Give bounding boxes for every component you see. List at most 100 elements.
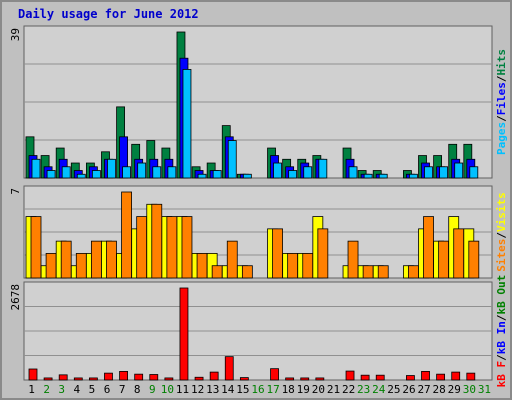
day-label-26: 26 (402, 383, 415, 396)
legend-part: Pages (495, 122, 508, 155)
bar-pages-day-17 (273, 162, 282, 179)
bar-sites-day-19 (302, 253, 314, 279)
legend-mid: Sites/Visits (495, 192, 508, 272)
bar-sites-day-15 (241, 265, 253, 279)
bar-sites-day-18 (287, 253, 299, 279)
bar-kbf-day-1 (28, 368, 38, 381)
legend-part: / (495, 232, 508, 239)
day-label-31: 31 (478, 383, 491, 396)
day-label-9: 9 (149, 383, 156, 396)
bar-sites-day-11 (181, 216, 193, 279)
day-label-20: 20 (312, 383, 325, 396)
bar-kbf-day-14 (224, 356, 234, 381)
bar-sites-day-28 (438, 240, 450, 279)
bar-pages-day-26 (409, 173, 418, 179)
bar-kbf-day-4 (73, 377, 83, 381)
chart-title: Daily usage for June 2012 (18, 7, 199, 21)
day-label-11: 11 (176, 383, 189, 396)
bar-sites-day-17 (272, 228, 283, 279)
bar-sites-day-4 (75, 253, 87, 279)
bar-kbf-day-2 (43, 377, 53, 381)
bar-pages-day-3 (61, 166, 71, 179)
bar-sites-day-24 (377, 265, 389, 279)
bar-pages-day-15 (242, 173, 252, 179)
bar-pages-day-29 (454, 162, 464, 179)
bar-pages-day-6 (107, 158, 116, 179)
bar-pages-day-9 (152, 166, 162, 179)
bar-sites-day-12 (196, 253, 208, 279)
ymax-label-top: 39 (9, 28, 22, 41)
bar-pages-day-7 (122, 166, 131, 179)
day-label-3: 3 (58, 383, 65, 396)
day-label-25: 25 (387, 383, 400, 396)
legend-bot: kB F/kB In/kB Out (495, 275, 508, 388)
bar-sites-day-23 (362, 265, 374, 279)
bar-sites-day-10 (166, 216, 178, 279)
bar-kbf-day-9 (149, 374, 159, 381)
day-label-29: 29 (448, 383, 461, 396)
day-label-5: 5 (89, 383, 96, 396)
bar-kbf-day-11 (179, 287, 189, 381)
bar-kbf-day-5 (88, 377, 98, 381)
day-label-7: 7 (119, 383, 126, 396)
day-label-15: 15 (236, 383, 249, 396)
bar-sites-day-20 (317, 228, 329, 279)
bar-kbf-day-15 (239, 377, 249, 381)
bar-kbf-day-6 (104, 372, 113, 381)
bar-pages-day-8 (137, 162, 147, 179)
bar-pages-day-24 (378, 173, 388, 179)
day-label-16: 16 (251, 383, 264, 396)
bar-pages-day-30 (469, 166, 479, 179)
bar-sites-day-14 (226, 240, 238, 279)
day-label-1: 1 (28, 383, 35, 396)
bar-kbf-day-12 (194, 376, 204, 381)
bar-kbf-day-30 (466, 372, 476, 381)
day-label-19: 19 (297, 383, 310, 396)
day-label-17: 17 (266, 383, 279, 396)
day-label-2: 2 (43, 383, 50, 396)
bar-sites-day-26 (408, 265, 419, 279)
bar-pages-day-11 (182, 69, 192, 179)
bar-kbf-day-22 (345, 370, 355, 381)
bar-pages-day-27 (424, 166, 433, 179)
bar-sites-day-30 (468, 240, 480, 279)
bar-kbf-day-17 (270, 368, 279, 381)
bar-pages-day-18 (288, 170, 298, 179)
bar-sites-day-9 (151, 203, 163, 279)
legend-part: / (495, 354, 508, 361)
legend-part: Hits (495, 49, 508, 76)
bar-kbf-day-24 (375, 374, 385, 381)
bar-kbf-day-3 (58, 374, 68, 381)
bar-sites-day-22 (347, 240, 359, 279)
bar-sites-day-5 (90, 240, 102, 279)
bar-sites-day-13 (211, 265, 223, 279)
bar-kbf-day-29 (451, 371, 461, 381)
legend-part: Files (495, 82, 508, 115)
day-label-6: 6 (104, 383, 111, 396)
bar-kbf-day-27 (421, 371, 430, 381)
ymax-label-bot: 2678 (9, 284, 22, 311)
day-label-13: 13 (206, 383, 219, 396)
bar-kbf-day-13 (209, 371, 219, 381)
bar-kbf-day-20 (315, 377, 325, 381)
legend-top: Pages/Files/Hits (495, 49, 508, 155)
day-label-12: 12 (191, 383, 204, 396)
bar-sites-day-1 (30, 216, 42, 279)
day-label-14: 14 (221, 383, 235, 396)
day-label-18: 18 (282, 383, 295, 396)
day-label-4: 4 (74, 383, 81, 396)
bar-pages-day-1 (31, 158, 41, 179)
day-label-30: 30 (463, 383, 476, 396)
legend-part: / (495, 75, 508, 82)
legend-part: / (495, 314, 508, 321)
bar-sites-day-6 (106, 240, 117, 279)
bar-sites-day-7 (121, 191, 132, 279)
bar-pages-day-12 (197, 173, 207, 179)
bar-pages-day-28 (439, 166, 449, 179)
bar-pages-day-5 (91, 170, 101, 179)
bar-sites-day-27 (423, 216, 434, 279)
legend-part: / (495, 115, 508, 122)
bar-kbf-day-23 (360, 374, 370, 381)
